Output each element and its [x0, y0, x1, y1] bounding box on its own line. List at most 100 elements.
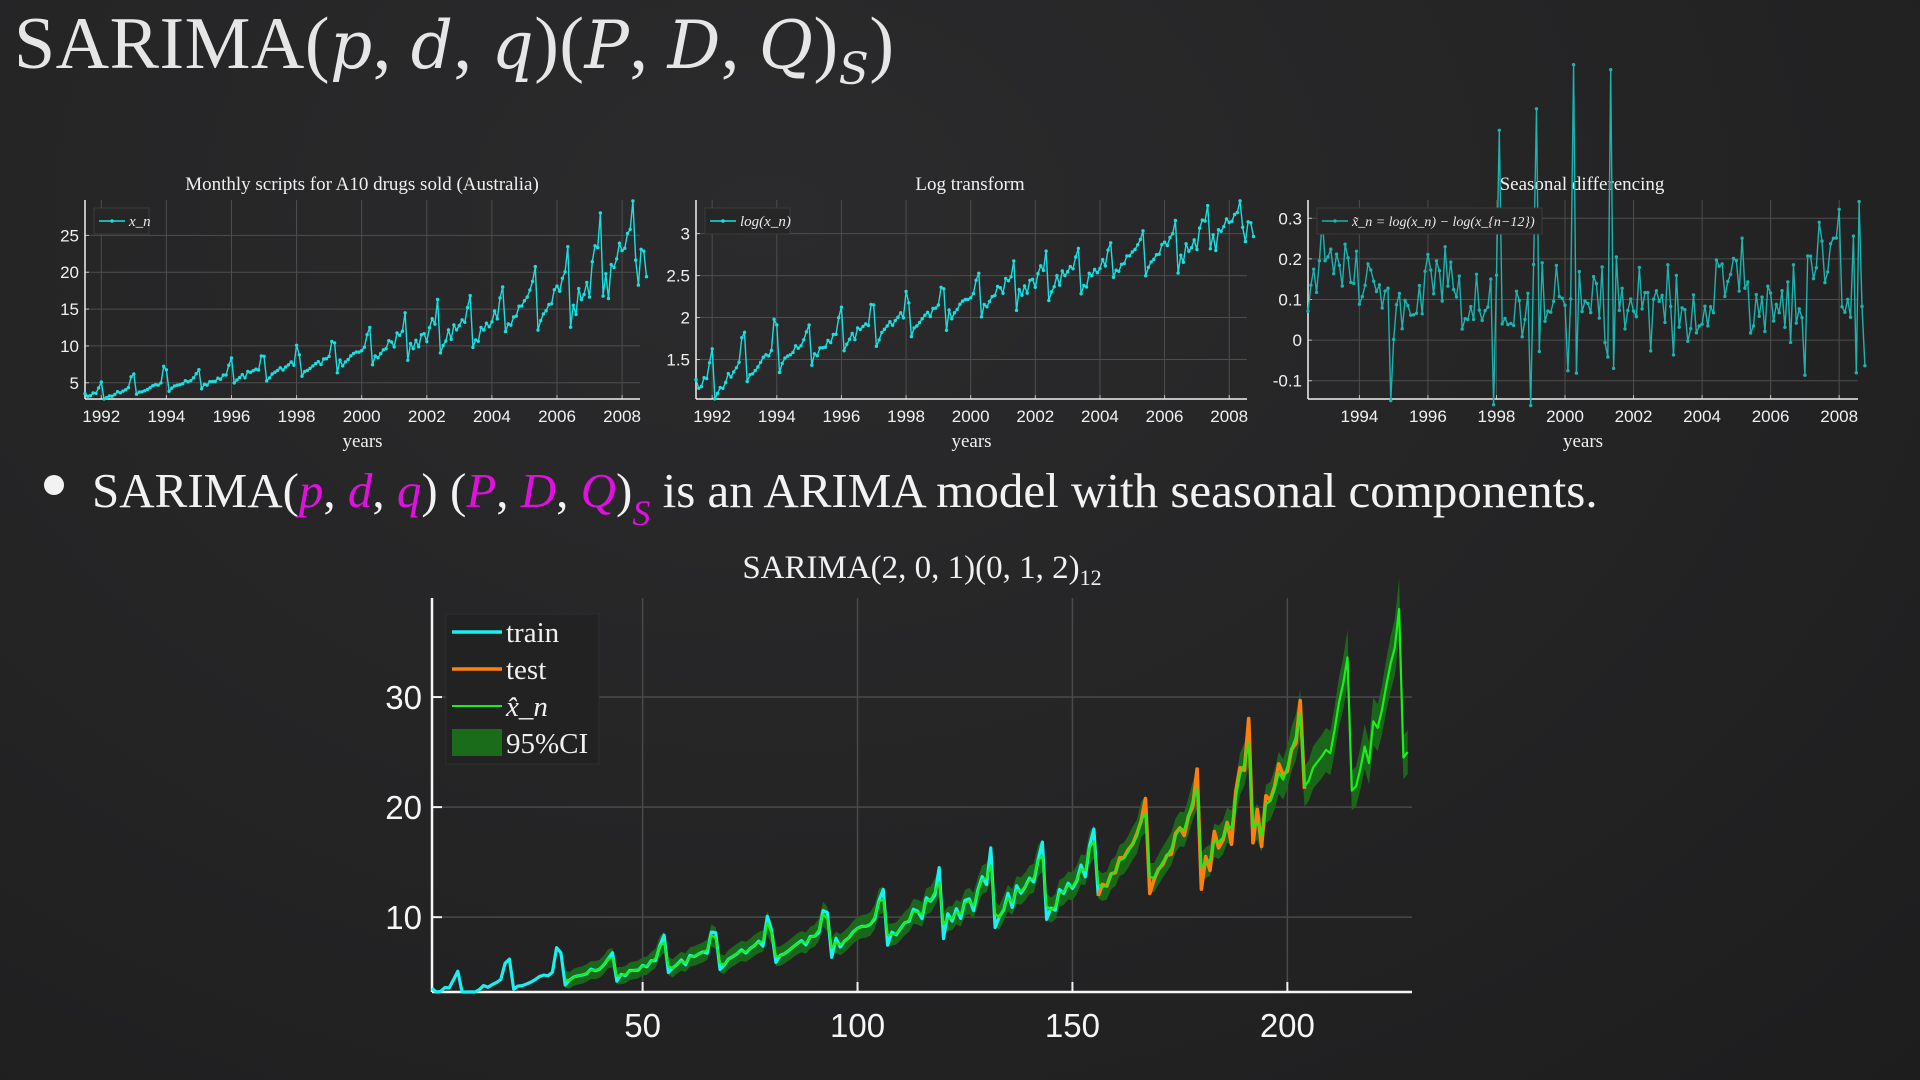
data-point: [1574, 371, 1579, 375]
legend-box: [1316, 207, 1543, 235]
data-point: [1803, 373, 1807, 377]
data-point: [1557, 294, 1562, 299]
data-point: [958, 302, 962, 306]
data-point: [1420, 312, 1424, 316]
data-point: [612, 265, 616, 270]
data-point: [1760, 295, 1764, 299]
data-point: [1187, 249, 1191, 253]
data-point: [1691, 293, 1696, 297]
data-point: [189, 379, 193, 383]
title-paren: (: [304, 3, 330, 85]
data-point: [148, 386, 152, 390]
data-point: [942, 287, 946, 291]
data-point: [1030, 277, 1035, 281]
data-point: [861, 324, 865, 329]
data-point: [159, 381, 163, 385]
data-point: [1660, 293, 1664, 298]
chart-title: SARIMA(2, 0, 1)(0, 1, 2)12: [742, 550, 1101, 590]
y-tick-label: 10: [60, 337, 79, 356]
data-point: [1728, 272, 1733, 277]
data-point: [1614, 255, 1619, 259]
data-point: [181, 382, 185, 386]
data-point: [96, 386, 101, 390]
data-point: [248, 370, 253, 374]
data-point: [322, 357, 326, 361]
data-point: [1571, 62, 1576, 67]
data-point: [834, 332, 838, 336]
data-point: [536, 328, 540, 332]
data-point: [1837, 207, 1841, 212]
data-point: [384, 347, 388, 351]
y-tick-label: 1.5: [666, 351, 690, 370]
data-point: [1723, 294, 1727, 299]
x-axis-label: years: [342, 431, 382, 452]
data-point: [1494, 273, 1499, 277]
data-point: [1637, 265, 1642, 270]
data-point: [1028, 278, 1032, 282]
data-point: [1717, 264, 1721, 268]
data-point: [625, 231, 630, 236]
param-S: S: [632, 493, 651, 533]
data-point: [452, 323, 456, 327]
data-point: [357, 350, 361, 354]
bullet-suffix: is an ARIMA model with seasonal componen…: [650, 463, 1598, 518]
data-point: [1119, 262, 1124, 266]
data-point: [1768, 291, 1773, 295]
data-point: [1025, 291, 1029, 295]
data-point: [1454, 295, 1459, 299]
data-point: [227, 363, 231, 367]
data-point: [1334, 252, 1339, 256]
data-point: [842, 349, 846, 353]
data-point: [1708, 305, 1713, 309]
data-point: [479, 325, 483, 330]
data-point: [365, 333, 369, 337]
data-point: [1846, 297, 1850, 301]
data-point: [1417, 283, 1422, 288]
data-point: [251, 369, 255, 373]
sep: ,: [372, 463, 397, 518]
data-point: [346, 357, 350, 362]
legend-label-0: train: [506, 617, 560, 649]
data-point: [370, 363, 375, 367]
x-tick-label: 1992: [693, 407, 731, 426]
data-point: [1133, 247, 1137, 252]
data-point: [1329, 247, 1333, 251]
data-point: [1412, 313, 1416, 317]
data-point: [1771, 319, 1776, 323]
data-point: [1076, 246, 1081, 251]
data-point: [1569, 297, 1573, 301]
data-point: [1851, 234, 1856, 238]
data-point: [1517, 298, 1522, 303]
data-point: [284, 365, 288, 369]
data-point: [1211, 233, 1215, 237]
data-point: [606, 296, 611, 301]
data-point: [574, 312, 578, 317]
data-point: [1068, 264, 1073, 269]
data-point: [1609, 68, 1613, 72]
data-point: [1434, 259, 1439, 263]
data-point: [530, 279, 535, 284]
data-point: [153, 383, 158, 387]
data-point: [1219, 229, 1223, 233]
data-point: [936, 303, 941, 307]
data-point: [539, 318, 543, 323]
data-point: [140, 390, 144, 394]
data-point: [1173, 218, 1178, 223]
data-point: [1617, 308, 1622, 313]
data-point: [982, 302, 986, 307]
data-point: [1055, 274, 1059, 278]
data-point: [1703, 304, 1707, 308]
data-point: [300, 374, 304, 378]
data-point: [1711, 311, 1716, 315]
data-point: [294, 343, 299, 347]
data-point: [379, 351, 383, 356]
x-tick-label: 2004: [1081, 407, 1119, 426]
data-point: [183, 379, 188, 383]
data-point: [1663, 320, 1667, 325]
data-point: [1189, 246, 1194, 250]
data-point: [837, 316, 841, 320]
data-point: [1103, 264, 1108, 268]
data-point: [278, 366, 282, 370]
data-point: [1620, 286, 1624, 290]
data-point: [1203, 219, 1207, 223]
